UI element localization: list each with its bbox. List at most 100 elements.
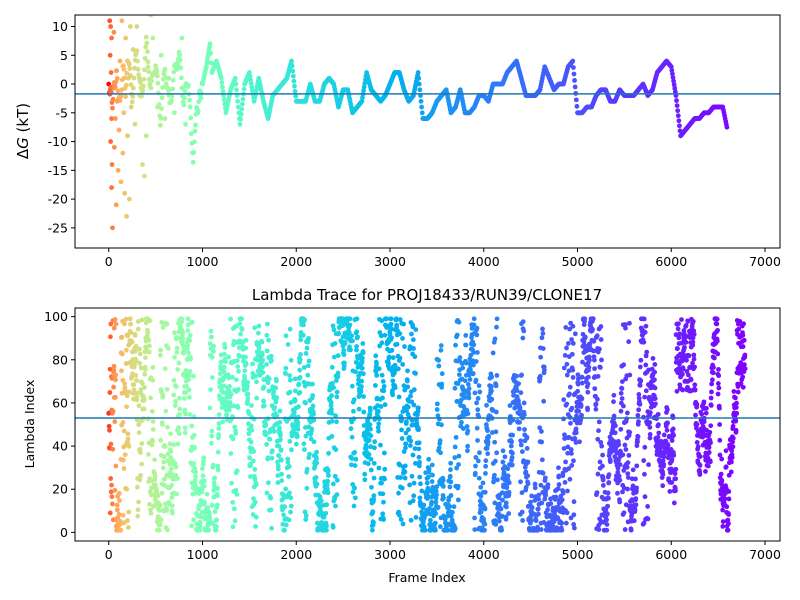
lambda-point xyxy=(733,418,739,424)
delta-g-point xyxy=(192,128,198,134)
lambda-point xyxy=(354,347,359,353)
lambda-point xyxy=(717,452,723,458)
lambda-point xyxy=(361,394,366,399)
lambda-point xyxy=(125,333,131,339)
lambda-point xyxy=(570,323,576,329)
lambda-point xyxy=(424,480,430,486)
delta-g-point xyxy=(128,82,134,88)
delta-g-point xyxy=(126,196,132,202)
lambda-point xyxy=(198,502,203,508)
lambda-x-tick-label: 0 xyxy=(105,547,113,562)
lambda-point xyxy=(243,345,249,351)
lambda-point xyxy=(172,330,177,336)
lambda-point xyxy=(643,362,649,368)
lambda-point xyxy=(231,506,237,512)
lambda-x-tick-label: 6000 xyxy=(655,547,687,562)
lambda-point xyxy=(465,381,471,387)
delta-g-point xyxy=(188,115,194,121)
lambda-point xyxy=(617,462,623,467)
lambda-point xyxy=(296,404,301,410)
lambda-point xyxy=(617,477,623,483)
lambda-point xyxy=(634,485,639,491)
lambda-point xyxy=(206,527,212,533)
lambda-point xyxy=(569,451,574,456)
lambda-point xyxy=(113,372,119,378)
lambda-point xyxy=(399,427,404,433)
lambda-point xyxy=(286,464,292,469)
lambda-point xyxy=(595,373,601,379)
lambda-point xyxy=(401,321,406,327)
lambda-point xyxy=(612,430,618,436)
lambda-point xyxy=(365,461,371,467)
delta-g-point xyxy=(166,75,172,81)
lambda-point xyxy=(221,364,227,370)
lambda-point xyxy=(162,366,168,372)
delta-g-point xyxy=(218,75,224,81)
lambda-point xyxy=(342,340,348,346)
lambda-point xyxy=(563,520,569,526)
lambda-point xyxy=(277,425,282,431)
lambda-point xyxy=(133,343,139,349)
lambda-point xyxy=(429,499,435,505)
lambda-point xyxy=(395,366,401,372)
lambda-point xyxy=(684,357,689,363)
lambda-point xyxy=(324,523,329,529)
lambda-point xyxy=(112,487,118,493)
lambda-point xyxy=(359,378,365,384)
lambda-point xyxy=(260,370,266,375)
lambda-point xyxy=(647,420,653,426)
lambda-point xyxy=(168,466,174,472)
delta-g-point xyxy=(112,116,118,121)
lambda-point xyxy=(433,496,439,501)
lambda-point xyxy=(600,463,605,469)
lambda-point xyxy=(111,384,117,390)
lambda-point xyxy=(564,510,570,516)
lambda-point xyxy=(371,460,377,466)
lambda-point xyxy=(402,475,408,481)
lambda-point xyxy=(160,422,165,427)
lambda-point xyxy=(325,490,331,496)
lambda-point xyxy=(724,504,730,510)
lambda-point xyxy=(737,319,743,324)
lambda-point xyxy=(295,426,301,432)
lambda-point xyxy=(251,449,257,454)
lambda-point xyxy=(621,362,627,368)
delta-g-point xyxy=(111,144,117,150)
lambda-point xyxy=(245,380,251,385)
lambda-point xyxy=(405,384,411,390)
lambda-point xyxy=(720,519,726,525)
lambda-point xyxy=(304,345,310,351)
lambda-point xyxy=(254,379,259,385)
lambda-point xyxy=(390,355,396,361)
delta-g-point xyxy=(120,63,126,69)
lambda-point xyxy=(197,527,203,533)
lambda-point xyxy=(371,475,377,481)
lambda-point xyxy=(214,517,219,523)
lambda-point xyxy=(625,471,631,477)
lambda-point xyxy=(433,527,438,533)
lambda-point xyxy=(460,426,466,431)
lambda-point xyxy=(682,344,687,350)
lambda-point xyxy=(740,344,746,349)
lambda-point xyxy=(597,459,603,465)
lambda-x-tick-label: 2000 xyxy=(280,547,312,562)
lambda-point xyxy=(250,361,255,367)
lambda-point xyxy=(521,400,527,406)
lambda-point xyxy=(135,319,141,324)
lambda-point xyxy=(726,489,732,494)
lambda-point xyxy=(525,459,531,465)
lambda-point xyxy=(121,428,127,434)
lambda-point xyxy=(669,438,675,443)
lambda-point xyxy=(191,517,196,523)
lambda-point xyxy=(239,327,245,332)
delta-g-point xyxy=(674,98,679,103)
lambda-point xyxy=(416,446,422,452)
lambda-point xyxy=(360,341,366,346)
lambda-point xyxy=(710,370,716,376)
delta-g-point xyxy=(110,96,116,102)
lambda-point xyxy=(725,527,731,533)
lambda-point xyxy=(176,360,182,366)
lambda-point xyxy=(478,509,484,515)
lambda-point xyxy=(433,488,439,494)
lambda-point xyxy=(368,456,374,462)
